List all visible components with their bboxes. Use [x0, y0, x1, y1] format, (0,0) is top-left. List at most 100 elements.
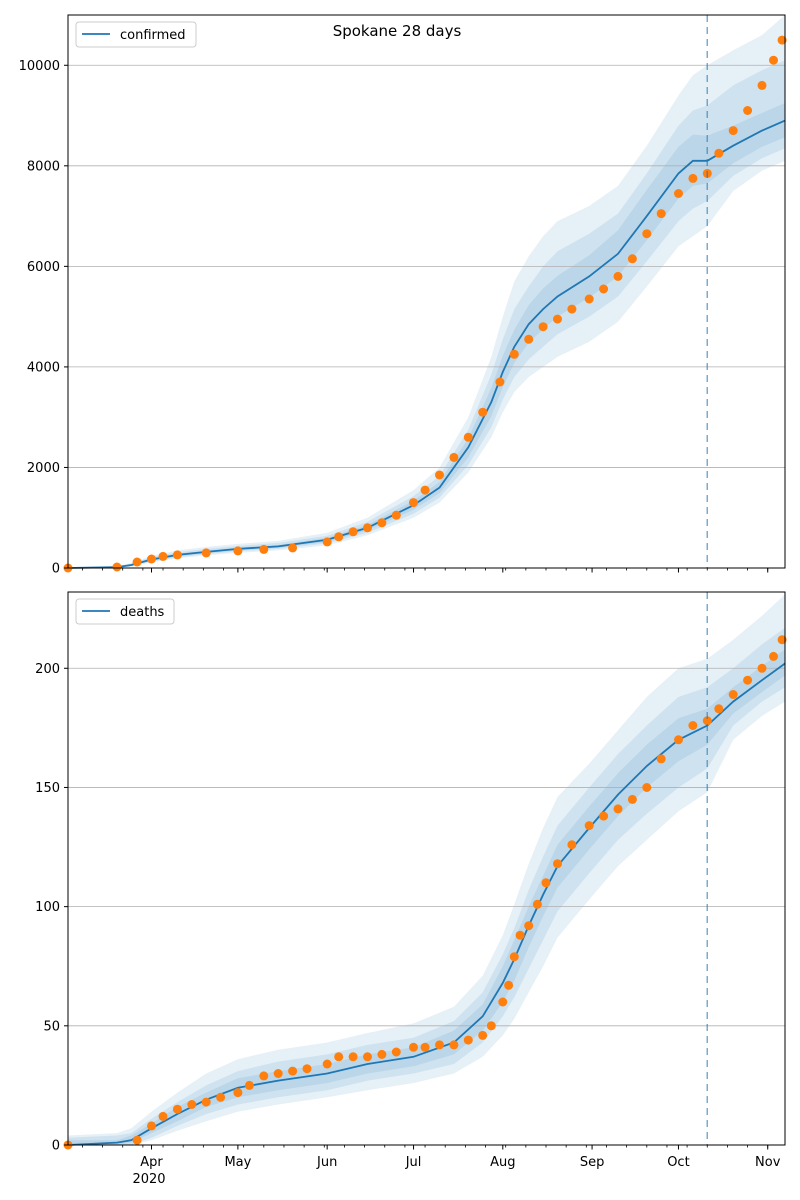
deaths-model-line	[67, 662, 786, 1146]
confirmed-observed-points	[63, 35, 787, 573]
deaths-observed-point	[132, 1135, 142, 1145]
confirmed-model-line	[67, 119, 786, 569]
deaths-band-1	[68, 627, 785, 1145]
deaths-observed-point	[627, 794, 637, 804]
deaths-observed-point	[524, 921, 534, 931]
confirmed-observed-point	[567, 304, 577, 314]
deaths-x-ticks: Apr May Jun Jul Aug Sep Oct Nov	[81, 1145, 781, 1170]
confirmed-y-tick-label: 2000	[27, 461, 60, 476]
deaths-gridlines	[68, 667, 785, 1027]
confirmed-observed-point	[172, 550, 182, 560]
confirmed-axes-frame	[67, 14, 786, 569]
deaths-observed-point	[532, 899, 542, 909]
confirmed-y-tick-label: 10000	[19, 59, 60, 74]
deaths-observed-points	[63, 635, 787, 1150]
deaths-observed-point	[567, 840, 577, 850]
confirmed-x-ticks	[81, 568, 769, 573]
confirmed-observed-point	[233, 546, 243, 556]
confirmed-observed-point	[147, 554, 156, 564]
confirmed-uncertainty-bands	[68, 15, 785, 568]
confirmed-observed-point	[743, 106, 753, 115]
deaths-x-tick-label: Jul	[405, 1155, 422, 1170]
deaths-observed-point	[656, 754, 666, 764]
deaths-uncertainty-bands	[68, 594, 785, 1145]
deaths-observed-point	[363, 1052, 372, 1062]
deaths-observed-point	[348, 1052, 358, 1062]
confirmed-observed-point	[435, 470, 444, 480]
confirmed-observed-point	[656, 209, 666, 219]
chart-title: Spokane 28 days	[333, 22, 462, 40]
confirmed-observed-point	[777, 35, 787, 45]
confirmed-observed-point	[478, 407, 488, 417]
deaths-axes-frame	[67, 591, 786, 1146]
deaths-x-tick-label: Nov	[755, 1155, 781, 1170]
deaths-observed-point	[486, 1021, 496, 1031]
confirmed-observed-point	[627, 254, 637, 264]
confirmed-observed-point	[363, 523, 372, 533]
deaths-x-tick-label: Sep	[580, 1155, 605, 1170]
confirmed-observed-point	[538, 322, 548, 332]
deaths-observed-point	[504, 980, 514, 990]
confirmed-observed-point	[728, 126, 738, 136]
confirmed-observed-point	[495, 377, 505, 387]
deaths-observed-point	[498, 997, 508, 1007]
deaths-observed-point	[463, 1035, 473, 1045]
confirmed-observed-point	[674, 189, 683, 198]
deaths-observed-point	[172, 1104, 182, 1114]
confirmed-observed-point	[613, 271, 623, 281]
deaths-observed-point	[584, 821, 594, 831]
deaths-y-ticks: 0 50 100 150 200	[35, 662, 68, 1154]
deaths-legend-label: deaths	[120, 605, 165, 620]
confirmed-observed-point	[449, 452, 459, 462]
deaths-y-tick-label: 200	[35, 662, 60, 677]
confirmed-y-tick-label: 4000	[27, 360, 60, 375]
deaths-observed-point	[273, 1069, 283, 1078]
deaths-y-tick-label: 50	[43, 1019, 60, 1034]
confirmed-observed-point	[158, 551, 168, 561]
confirmed-observed-point	[714, 148, 724, 158]
confirmed-observed-point	[132, 557, 142, 567]
deaths-observed-point	[187, 1100, 197, 1109]
confirmed-observed-point	[599, 284, 609, 294]
confirmed-band-0	[68, 15, 785, 568]
deaths-observed-point	[553, 859, 562, 869]
deaths-x-tick-label: May	[224, 1155, 251, 1170]
confirmed-y-tick-label: 0	[52, 562, 60, 577]
deaths-observed-point	[642, 783, 652, 792]
deaths-observed-point	[420, 1042, 430, 1052]
deaths-observed-point	[688, 721, 698, 730]
deaths-observed-point	[233, 1088, 243, 1098]
confirmed-y-tick-label: 6000	[27, 260, 60, 275]
confirmed-observed-point	[420, 485, 430, 495]
deaths-observed-point	[769, 651, 778, 661]
confirmed-observed-point	[769, 55, 778, 65]
deaths-observed-point	[509, 952, 519, 962]
confirmed-observed-point	[288, 543, 298, 553]
deaths-observed-point	[515, 930, 525, 940]
deaths-observed-point	[147, 1121, 156, 1131]
deaths-x-tick-label: Aug	[490, 1155, 515, 1170]
x-year-label: 2020	[132, 1172, 165, 1187]
confirmed-observed-point	[584, 294, 594, 304]
deaths-observed-point	[478, 1030, 488, 1040]
confirmed-legend-label: confirmed	[120, 28, 186, 43]
deaths-observed-point	[674, 735, 683, 745]
confirmed-observed-point	[334, 532, 344, 542]
confirmed-observed-point	[391, 510, 401, 520]
confirmed-panel: 0 2000 4000 6000 8000 10000 confirmed	[19, 14, 787, 577]
confirmed-observed-point	[348, 527, 358, 537]
deaths-observed-point	[244, 1080, 254, 1090]
deaths-observed-point	[216, 1092, 226, 1102]
confirmed-band-2	[68, 103, 785, 568]
confirmed-observed-point	[259, 544, 269, 554]
deaths-observed-point	[288, 1066, 298, 1076]
confirmed-observed-point	[409, 498, 418, 508]
deaths-x-tick-label: Jun	[316, 1155, 337, 1170]
deaths-y-tick-label: 0	[52, 1139, 60, 1154]
deaths-observed-point	[409, 1042, 418, 1052]
deaths-y-tick-label: 150	[35, 781, 60, 796]
deaths-observed-point	[702, 716, 712, 726]
confirmed-y-tick-label: 8000	[27, 159, 60, 174]
confirmed-observed-point	[642, 229, 652, 239]
deaths-x-tick-label: Apr	[140, 1155, 163, 1170]
